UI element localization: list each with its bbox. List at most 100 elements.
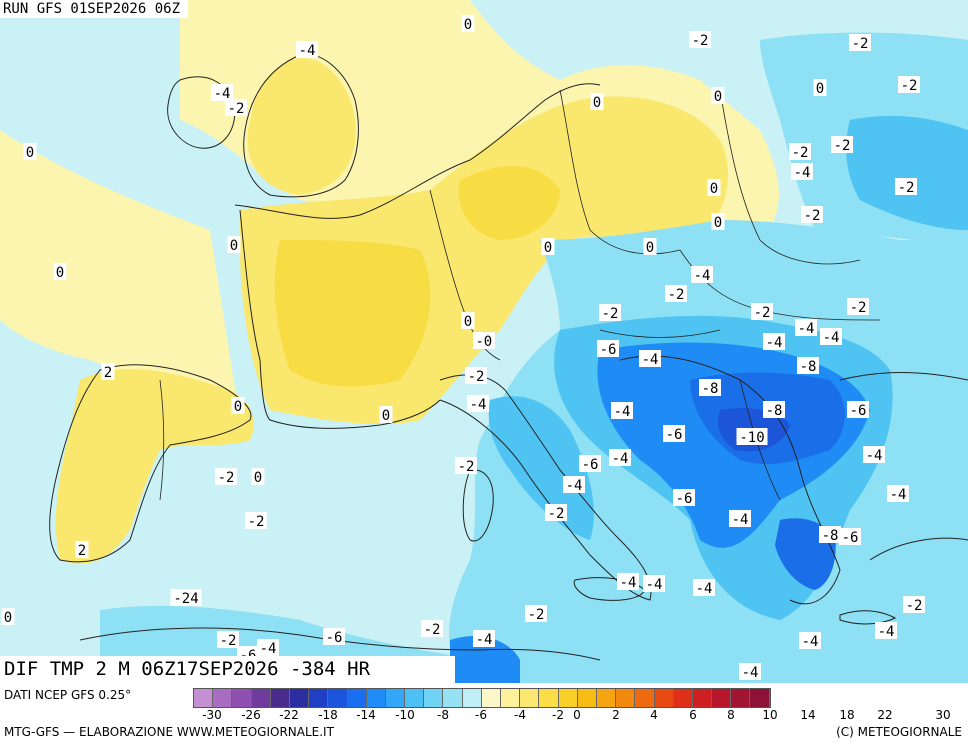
legend-swatch (673, 689, 693, 707)
isotherm-value-label: -4 (890, 487, 907, 503)
coast-black-sea (839, 372, 968, 381)
map-label-background (691, 266, 713, 283)
isotherm-value-label: -4 (612, 451, 629, 467)
color-legend-ticks: -30 -26 -22 -18 -14 -10 -8 -6 -4 -2 0 2 4 6 8 10 14 18 22 3… (0, 708, 968, 724)
isotherm-value-label: -2 (906, 598, 923, 614)
map-label-background (541, 238, 555, 255)
map-label-background (251, 468, 265, 485)
legend-swatch (270, 689, 290, 707)
isotherm-value-label: -2 (792, 145, 809, 161)
map-label-background (579, 455, 601, 472)
map-label-background (739, 663, 761, 680)
legend-swatch (405, 689, 425, 707)
isotherm-value-label: 0 (26, 145, 34, 161)
legend-tick-label: -2 (552, 708, 564, 722)
map-label-background (217, 631, 239, 648)
legend-tick-label: -6 (475, 708, 487, 722)
map-label-background (797, 357, 819, 374)
isotherm-value-label: -2 (898, 180, 915, 196)
legend-swatch (462, 689, 482, 707)
map-label-background (101, 363, 115, 380)
coast-sardinia (462, 469, 494, 542)
map-label-background (831, 136, 853, 153)
isotherm-value-label: 0 (254, 470, 262, 486)
isotherm-value-label: -6 (842, 530, 859, 546)
map-label-background (887, 485, 909, 502)
isotherm-value-label: 2 (104, 365, 112, 381)
legend-tick-label: 8 (727, 708, 735, 722)
map-label-background (763, 333, 785, 350)
map-label-background (323, 628, 345, 645)
map-label-background (707, 179, 721, 196)
legend-swatch (712, 689, 732, 707)
legend-swatch (577, 689, 597, 707)
temperature-anomaly-map: 0 -2 -2 -4 0 -2 -4 -2 0 0 -2 -2 0 -2 -4 0 -2 0 0 0 0 0 -2 -4 -2-… (0, 0, 968, 683)
map-label-background (819, 526, 841, 543)
map-label-background (421, 620, 443, 637)
isotherm-value-label: -8 (822, 528, 839, 544)
legend-tick-label: -14 (356, 708, 376, 722)
cooler-zone-russia (846, 115, 968, 230)
isotherm-value-label: -4 (476, 632, 493, 648)
isotherm-value-label: -6 (666, 427, 683, 443)
warm-zone-germany-core (459, 166, 560, 240)
field-title: DIF TMP 2 M 06Z17SEP2026 -384 HR (0, 656, 455, 683)
legend-swatch (596, 689, 617, 707)
legend-swatch (539, 689, 559, 707)
isotherm-value-label: -2 (852, 36, 869, 52)
coast-turkey (869, 537, 968, 561)
map-label-background (231, 397, 245, 414)
map-label-background (563, 476, 585, 493)
legend-swatch (289, 689, 310, 707)
isotherm-value-label: -4 (642, 352, 659, 368)
legend-swatch (194, 689, 214, 707)
legend-swatch (328, 689, 348, 707)
isotherm-value-label: -4 (823, 330, 840, 346)
map-label-background (611, 402, 633, 419)
map-label-background (711, 87, 725, 104)
isotherm-value-label: -6 (326, 630, 343, 646)
isotherm-value-label: -4 (470, 397, 487, 413)
legend-tick-label: 14 (800, 708, 816, 722)
map-label-background (820, 328, 842, 345)
map-label-background (799, 632, 821, 649)
map-label-background (461, 15, 475, 32)
map-label-background (791, 163, 813, 180)
legend-swatch (731, 689, 751, 707)
legend-tick-label: -8 (437, 708, 449, 722)
map-label-background (665, 285, 687, 302)
map-label-background (465, 367, 487, 384)
warm-zone-france-core (274, 240, 431, 387)
legend-tick-label: 30 (935, 708, 951, 722)
isotherm-value-label: -4 (866, 448, 883, 464)
legend-swatch (232, 689, 252, 707)
map-label-background (481, 332, 495, 349)
map-label-background (296, 41, 318, 58)
legend-swatch (616, 689, 636, 707)
map-label-background (875, 622, 897, 639)
isotherm-value-label: -2 (248, 514, 265, 530)
isotherm-value-label: -2 (850, 300, 867, 316)
isotherm-value-label: -8 (702, 381, 719, 397)
map-label-background (639, 350, 661, 367)
isotherm-value-label: -2 (458, 459, 475, 475)
isotherm-value-label: -4 (802, 634, 819, 650)
map-label-background (689, 31, 711, 48)
coast-north-africa (79, 627, 601, 661)
coast-france-west (239, 209, 441, 429)
coast-great-britain (243, 53, 359, 198)
warm-zone-iberia (55, 369, 254, 564)
isotherm-value-label: 0 (230, 238, 238, 254)
legend-swatch (309, 689, 329, 707)
isotherm-value-label: 2 (78, 543, 86, 559)
isotherm-value-label: -2 (754, 305, 771, 321)
isotherm-value-label: -6 (676, 491, 693, 507)
map-label-background (789, 143, 811, 160)
legend-tick-label: -30 (202, 708, 222, 722)
isotherm-value-label: -8 (766, 403, 783, 419)
coast-sicily (573, 577, 646, 601)
legend-swatch (520, 689, 540, 707)
isotherm-value-label: -2 (548, 506, 565, 522)
legend-swatch (213, 689, 233, 707)
isotherm-value-label: -2 (528, 607, 545, 623)
